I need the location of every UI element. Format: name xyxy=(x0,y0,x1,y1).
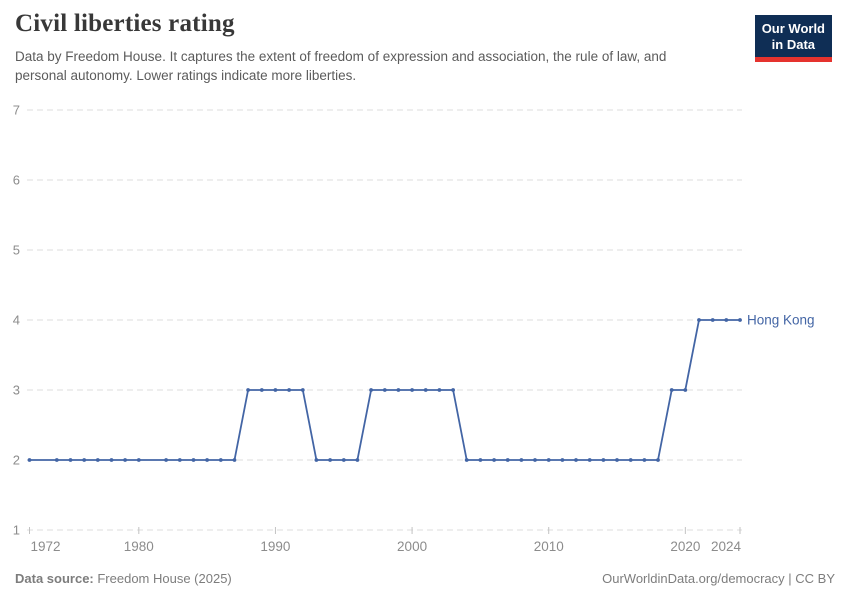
data-point-2010[interactable] xyxy=(546,458,551,462)
page-title: Civil liberties rating xyxy=(15,10,235,37)
data-source-label: Data source: xyxy=(15,571,94,586)
x-tick-label-2010: 2010 xyxy=(534,539,564,554)
data-point-1982[interactable] xyxy=(164,458,169,462)
data-point-1998[interactable] xyxy=(382,388,387,392)
x-tick-label-2000: 2000 xyxy=(397,539,427,554)
data-point-1980[interactable] xyxy=(136,458,141,462)
data-point-1993[interactable] xyxy=(314,458,319,462)
owid-democracy-link[interactable]: OurWorldinData.org/democracy | CC BY xyxy=(602,571,835,586)
data-source-value: Freedom House (2025) xyxy=(93,571,232,586)
data-point-1985[interactable] xyxy=(205,458,210,462)
data-point-1976[interactable] xyxy=(82,458,87,462)
data-point-2009[interactable] xyxy=(533,458,537,462)
data-point-1989[interactable] xyxy=(259,388,264,392)
data-point-2005[interactable] xyxy=(478,458,483,462)
x-tick-label-2020: 2020 xyxy=(670,539,700,554)
subtitle-line-1: Data by Freedom House. It captures the e… xyxy=(15,49,667,64)
subtitle-line-2: personal autonomy. Lower ratings indicat… xyxy=(15,67,357,83)
data-point-1995[interactable] xyxy=(341,458,346,462)
data-point-2006[interactable] xyxy=(492,458,496,462)
owid-logo-line1: Our World xyxy=(761,21,825,36)
y-tick-label-6: 6 xyxy=(13,173,20,188)
data-point-2017[interactable] xyxy=(642,458,647,462)
data-point-2024[interactable] xyxy=(738,318,742,322)
data-point-1992[interactable] xyxy=(300,388,305,392)
x-tick-label-2024: 2024 xyxy=(711,539,742,554)
data-point-1974[interactable] xyxy=(54,458,59,462)
data-point-2021[interactable] xyxy=(697,318,701,322)
y-tick-label-4: 4 xyxy=(13,313,20,328)
data-point-2011[interactable] xyxy=(560,458,565,462)
data-point-2007[interactable] xyxy=(505,458,510,462)
chart-footer: Data source: Freedom House (2025) OurWor… xyxy=(0,571,850,586)
data-point-1991[interactable] xyxy=(287,388,291,392)
data-point-2018[interactable] xyxy=(656,458,660,462)
data-point-2012[interactable] xyxy=(574,458,578,462)
y-tick-label-5: 5 xyxy=(13,243,20,258)
data-point-1997[interactable] xyxy=(369,388,373,392)
owid-logo[interactable]: Our World in Data xyxy=(754,15,832,62)
data-point-1986[interactable] xyxy=(218,458,223,462)
data-point-2023[interactable] xyxy=(724,318,729,322)
data-point-2004[interactable] xyxy=(464,458,469,462)
x-tick-label-1990: 1990 xyxy=(260,539,290,554)
x-tick-label-1972: 1972 xyxy=(31,539,61,554)
data-point-1972[interactable] xyxy=(27,458,32,462)
chart-header: Civil liberties rating Data by Freedom H… xyxy=(15,10,760,85)
data-point-1977[interactable] xyxy=(95,458,100,462)
data-point-2022[interactable] xyxy=(710,318,715,322)
data-point-2013[interactable] xyxy=(587,458,592,462)
data-point-2020[interactable] xyxy=(683,388,688,392)
y-tick-label-2: 2 xyxy=(13,453,20,468)
x-tick-label-1980: 1980 xyxy=(124,539,154,554)
y-tick-label-7: 7 xyxy=(13,103,20,118)
y-tick-label-3: 3 xyxy=(13,383,20,398)
data-point-1983[interactable] xyxy=(177,458,182,462)
y-tick-label-1: 1 xyxy=(13,523,20,538)
data-point-2019[interactable] xyxy=(669,388,674,392)
data-point-1979[interactable] xyxy=(123,458,127,462)
data-point-2003[interactable] xyxy=(451,388,455,392)
data-source-note: Data source: Freedom House (2025) xyxy=(15,571,232,586)
data-point-2001[interactable] xyxy=(423,388,428,392)
data-point-1984[interactable] xyxy=(191,458,196,462)
data-point-1999[interactable] xyxy=(396,388,401,392)
data-point-1994[interactable] xyxy=(328,458,332,462)
owid-logo-line2: in Data xyxy=(771,36,816,52)
series-label-hong-kong[interactable]: Hong Kong xyxy=(747,313,815,328)
data-point-1978[interactable] xyxy=(109,458,114,462)
data-point-2016[interactable] xyxy=(628,458,633,462)
chart-subtitle: Data by Freedom House. It captures the e… xyxy=(15,48,760,85)
data-point-1987[interactable] xyxy=(232,458,237,462)
data-point-2002[interactable] xyxy=(437,388,442,392)
data-point-1990[interactable] xyxy=(273,388,278,392)
data-point-2000[interactable] xyxy=(410,388,414,392)
data-point-1996[interactable] xyxy=(355,458,360,462)
data-point-2015[interactable] xyxy=(615,458,619,462)
data-point-2014[interactable] xyxy=(601,458,606,462)
data-point-1988[interactable] xyxy=(246,388,251,392)
data-point-1975[interactable] xyxy=(68,458,73,462)
data-point-2008[interactable] xyxy=(519,458,524,462)
